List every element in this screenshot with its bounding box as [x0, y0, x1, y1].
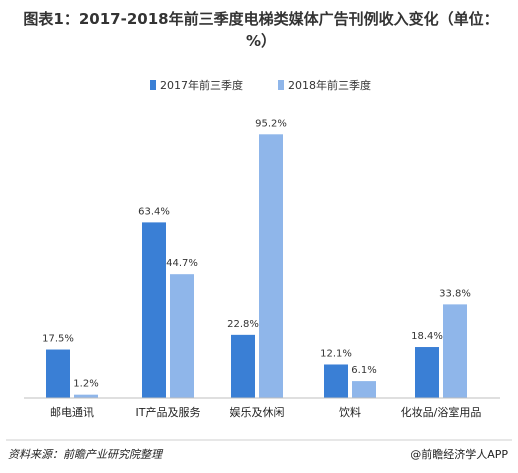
- legend-swatch-2: [278, 80, 284, 90]
- bar-1-3: [231, 334, 255, 398]
- chart-title: 图表1：2017-2018年前三季度电梯类媒体广告刊例收入变化（单位：%）: [23, 10, 499, 50]
- category-label-4: 饮料: [339, 405, 361, 419]
- data-label-1-2: 63.4%: [138, 206, 170, 217]
- legend-label-2: 2018年前三季度: [288, 78, 371, 92]
- bar-2-2: [170, 274, 194, 398]
- category-label-5: 化妆品/浴室用品: [401, 405, 482, 419]
- bar-1-4: [324, 364, 348, 398]
- data-label-1-3: 22.8%: [227, 319, 259, 330]
- data-label-1-1: 17.5%: [42, 334, 74, 345]
- source-note: 资料来源：前瞻产业研究院整理: [8, 448, 162, 461]
- data-label-1-4: 12.1%: [320, 348, 352, 359]
- bar-2-3: [259, 134, 283, 398]
- bar-2-5: [443, 304, 467, 398]
- data-label-2-2: 44.7%: [166, 258, 198, 269]
- category-label-2: IT产品及服务: [136, 405, 201, 419]
- bar-1-2: [142, 222, 166, 398]
- bar-1-5: [415, 347, 439, 398]
- data-label-2-5: 33.8%: [439, 288, 471, 299]
- data-label-2-3: 95.2%: [255, 118, 287, 129]
- bar-1-1: [46, 349, 70, 398]
- bar-2-1: [74, 394, 98, 398]
- bar-2-4: [352, 381, 376, 398]
- data-label-2-4: 6.1%: [351, 365, 376, 376]
- data-label-1-5: 18.4%: [411, 331, 443, 342]
- legend-swatch-1: [150, 80, 156, 90]
- category-label-1: 邮电通讯: [50, 406, 94, 419]
- category-label-3: 娱乐及休闲: [230, 405, 285, 419]
- data-label-2-1: 1.2%: [73, 379, 98, 390]
- legend-label-1: 2017年前三季度: [160, 78, 243, 92]
- brand-credit: @前瞻经济学人APP: [410, 448, 508, 461]
